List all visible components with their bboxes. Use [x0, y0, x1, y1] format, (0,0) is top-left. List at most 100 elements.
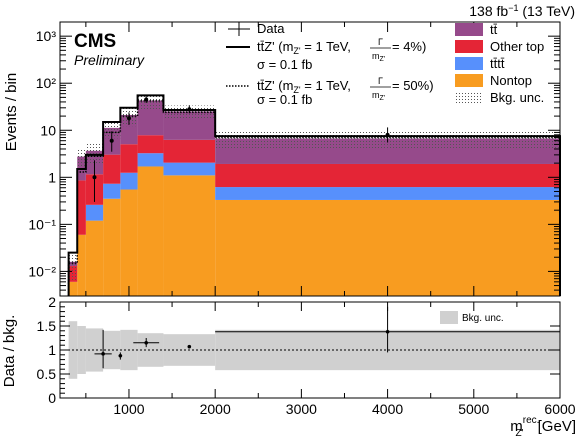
legend-signal2-tail: = 50%) [392, 78, 434, 93]
legend-tttt-swatch [455, 57, 483, 70]
stack-bar-1-6 [163, 162, 216, 176]
ratio-legend-swatch [440, 311, 458, 324]
unc-bin-5 [137, 94, 164, 110]
stack-bar-1-4 [120, 172, 138, 190]
ratio-point-1 [118, 353, 123, 358]
unc-bin-0 [68, 252, 78, 281]
stack-bar-1-2 [85, 204, 104, 221]
ratio-band-3 [103, 330, 121, 370]
status-label: Preliminary [74, 52, 145, 68]
legend-tttt-label: tt̄tt̄ [490, 56, 505, 71]
legend-data-label: Data [257, 21, 285, 36]
x-tick-label-5: 6000 [544, 401, 575, 417]
stacked-background-histogram [68, 100, 560, 296]
x-tick-label-4: 5000 [458, 401, 489, 417]
legend-ttbar-label: tt̄ [490, 22, 498, 37]
stack-bar-0-5 [137, 166, 164, 296]
legend-signal1-xsec: σ = 0.1 fb [257, 57, 312, 72]
stack-bar-0-1 [77, 234, 86, 296]
unc-bin-2 [85, 143, 104, 164]
ratio-frame [59, 301, 561, 399]
ratio-panel: 0 0.5 1 1.5 2 1000 2000 3000 4000 5000 6000 Bkg. u… [1, 294, 576, 437]
ratio-legend-label: Bkg. unc. [462, 313, 504, 324]
legend-other-top-label: Other top [490, 39, 544, 54]
legend-signal2-frac-den: mZ' [372, 90, 385, 102]
ratio-y-tick-label-3: 1.5 [37, 318, 57, 334]
stack-bar-2-1 [77, 180, 86, 235]
legend-signal1-tail: = 4%) [392, 39, 426, 54]
ratio-y-tick-label-0: 0 [48, 390, 56, 406]
data-point-3 [144, 97, 149, 102]
x-tick-label-1: 2000 [200, 401, 231, 417]
legend-signal2-frac-num: Γ [378, 76, 383, 86]
main-frame [59, 21, 561, 297]
stack-bar-1-7 [215, 187, 560, 200]
ratio-y-tick-label-4: 2 [48, 294, 56, 310]
ratio-point-2 [144, 341, 149, 345]
stack-bar-2-7 [215, 163, 560, 188]
ratio-uncertainty-band [60, 321, 560, 379]
legend-bkg-unc-label: Bkg. unc. [490, 90, 544, 105]
legend-right: tt̄ Other top tt̄tt̄ Nontop Bkg. unc. [455, 22, 544, 105]
x-tick-label-2: 3000 [286, 401, 317, 417]
signal-histograms [67, 94, 561, 296]
y-tick-label-1: 10⁻¹ [28, 216, 56, 232]
ratio-point-0 [101, 352, 105, 356]
stack-bar-2-6 [163, 139, 216, 163]
ratio-point-3 [187, 344, 192, 349]
y-tick-label-4: 10² [36, 75, 57, 91]
legend-signal1-label: tt̄Z' (mZ' = 1 TeV, [257, 39, 351, 56]
legend-signal2-xsec: σ = 0.1 fb [257, 92, 312, 107]
y-axis-label-main: Events / bin [3, 73, 20, 151]
stack-bar-0-7 [215, 199, 560, 296]
unc-bin-1 [77, 148, 86, 171]
data-point-4 [187, 107, 192, 112]
x-axis-label: mrec. Z' [GeV] [510, 415, 576, 437]
data-point-0 [92, 175, 97, 180]
legend-other-top-swatch [455, 40, 483, 53]
ratio-y-tick-label-2: 1 [48, 342, 56, 358]
main-panel: 10⁻² 10⁻¹ 1 10 10² 10³ CMS Preliminary 138 fb… [3, 3, 575, 297]
y-tick-label-0: 10⁻² [28, 263, 56, 279]
lumi-value: 138 fb [469, 3, 508, 19]
stack-bar-2-5 [137, 135, 164, 154]
lumi-exponent: −1 [508, 3, 518, 13]
stack-bar-0-3 [103, 198, 121, 296]
data-point-2 [126, 116, 131, 121]
x-tick-label-3: 4000 [372, 401, 403, 417]
ratio-band-2 [85, 328, 104, 372]
data-point-5 [385, 132, 390, 137]
legend-nontop-swatch [455, 74, 483, 87]
legend-signal2-label: tt̄Z' (mZ' = 1 TeV, [257, 78, 351, 95]
y-tick-label-2: 1 [48, 169, 56, 185]
y-tick-label-5: 10³ [36, 28, 57, 44]
unc-bin-3 [103, 121, 121, 139]
luminosity-label: 138 fb−1 (13 TeV) [469, 3, 575, 19]
stack-bar-2-4 [120, 144, 138, 173]
signal-4pct-line [67, 94, 561, 296]
legend-left: Data tt̄Z' (mZ' = 1 TeV, Γ mZ' = 4%) σ =… [226, 21, 434, 107]
y-axis-label-ratio: Data / bkg. [1, 315, 18, 388]
stack-bar-0-2 [85, 220, 104, 296]
stack-bar-1-3 [103, 183, 121, 199]
x-tick-label-0: 1000 [113, 401, 144, 417]
legend-ttbar-swatch [455, 23, 483, 36]
legend-bkg-unc-swatch [455, 91, 483, 104]
legend-bkg-unc-fill [455, 91, 483, 104]
experiment-label: CMS [74, 31, 116, 52]
legend-nontop-label: Nontop [490, 73, 532, 88]
ratio-points [94, 306, 560, 369]
ratio-point-4 [385, 329, 390, 334]
stack-bar-2-3 [103, 154, 121, 184]
legend-signal1-frac-den: mZ' [372, 51, 385, 63]
stack-bar-0-4 [120, 189, 138, 296]
y-tick-label-3: 10 [40, 122, 56, 138]
lumi-energy: (13 TeV) [518, 3, 575, 19]
data-points [92, 96, 390, 202]
stack-bar-0-0 [68, 281, 78, 296]
ratio-y-tick-label-1: 0.5 [37, 366, 57, 382]
data-point-1 [109, 138, 114, 143]
legend-signal1-frac-num: Γ [378, 37, 383, 47]
stack-bar-1-5 [137, 153, 164, 167]
